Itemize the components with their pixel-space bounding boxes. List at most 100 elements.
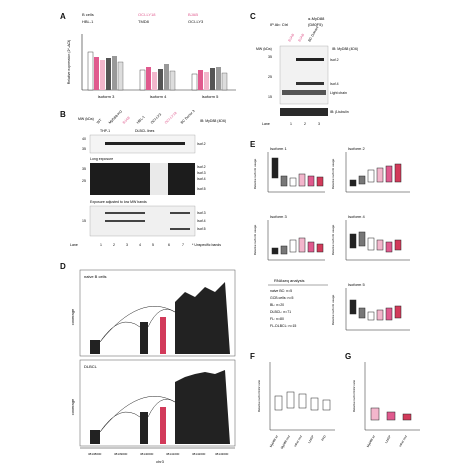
exon-coverage (175, 282, 230, 354)
y-axis-label: Relative isoform3/2 ratio (352, 380, 356, 413)
isoform-mark: Isof.3 (197, 211, 206, 215)
rnaseq-row: BL: n=20 (270, 303, 284, 307)
lane-number: 5 (152, 243, 154, 247)
group-label: Isoform 4 (150, 94, 167, 99)
panel-c-blot: α-MyD88 IP Ab: Ctrl (D80F5) BJAB BJAB BC… (256, 16, 358, 126)
bar (100, 60, 105, 90)
lane-number: 1 (290, 122, 292, 126)
group-label: Isoform 5 (202, 94, 219, 99)
ib2-label: IB: β-tubulin (330, 110, 349, 114)
lane-number: 7 (182, 243, 184, 247)
box (274, 395, 283, 411)
box (376, 309, 384, 321)
category-label: MyD88 mut (280, 434, 291, 449)
box (358, 307, 366, 319)
bar (87, 51, 94, 91)
subplot-title: Isoform 3 (270, 214, 287, 219)
box (310, 397, 319, 411)
blot (279, 45, 329, 105)
bar (112, 56, 117, 90)
band (170, 212, 190, 214)
box (367, 169, 375, 183)
legend-item: OCI-LY18 (138, 12, 156, 17)
panel-d-coverage: naive B cells coverage DLBCL coverage 38… (70, 269, 236, 464)
blot-long-exposure (90, 163, 195, 195)
rnaseq-row: naive BC: n=5 (270, 289, 292, 293)
subplot-title: Isoform 5 (348, 282, 365, 287)
exon-coverage-highlight (160, 317, 166, 354)
rnaseq-row: FL-DLBCL: n=15 (270, 324, 296, 328)
box (367, 237, 375, 251)
box (280, 245, 288, 255)
box (386, 411, 396, 421)
junction-arc (99, 411, 141, 433)
legend-item: OCI-LY3 (188, 19, 204, 24)
box (358, 231, 366, 247)
bar-group-isoform5 (191, 67, 228, 91)
mw-label: MW (kDa) (78, 117, 94, 121)
bar-group-isoform3 (87, 51, 124, 91)
box (376, 167, 384, 183)
band (105, 142, 185, 145)
junction-arc (99, 396, 176, 433)
isoform-mark: Isof.3 (197, 171, 206, 175)
track-label: naive B cells (84, 274, 106, 279)
mw-mark: 35 (82, 147, 86, 151)
subplot-title: Isoform 1 (270, 146, 287, 151)
exon-coverage (140, 322, 148, 354)
panel-f: F Relative isoform3/2 ratio MyD88 wt MyD… (250, 352, 340, 467)
mw-mark: 40 (82, 137, 86, 141)
track-frame (79, 269, 236, 357)
box (402, 413, 412, 421)
bar-group-isoform4 (139, 64, 176, 91)
band (105, 212, 145, 214)
box (298, 393, 307, 409)
box (349, 233, 357, 249)
group-label: DLBCL lines (135, 129, 155, 133)
exon-coverage-highlight (160, 407, 166, 444)
panel-g-label: G (345, 352, 352, 361)
mw-mark: 15 (268, 95, 272, 99)
bar (139, 69, 146, 91)
box (316, 243, 324, 253)
mw-mark: 25 (82, 179, 86, 183)
clone-text: (D80F5) (308, 22, 323, 27)
panel-e-boxplots: Isoform 1 Relative isoform usage Isoform… (253, 146, 410, 331)
subplot-title: Isoform 4 (348, 214, 365, 219)
box (289, 239, 297, 253)
box (385, 307, 393, 321)
band-label: Light chain (330, 91, 347, 95)
bar (146, 67, 151, 90)
box (322, 399, 331, 411)
legend-item: B cells (82, 12, 94, 17)
bar (152, 72, 157, 90)
box (307, 175, 315, 187)
lane-number: 4 (139, 243, 141, 247)
category-label: L265P (307, 435, 315, 445)
box (286, 391, 295, 409)
track-label: DLBCL (84, 364, 98, 369)
category-label: MyD88 wt (269, 434, 279, 448)
lane-header: BJAB (297, 32, 305, 42)
x-axis-label: chr3 (156, 459, 165, 464)
box (394, 239, 402, 251)
box (385, 241, 393, 253)
panel-f-boxplot: Relative isoform3/2 ratio MyD88 wt MyD88… (257, 362, 335, 450)
panel-b: B MW (kDa) WT MyD88-KO BJAB HBL-1 OCI-LY… (60, 110, 240, 260)
category-label: PAD (320, 434, 327, 442)
lane-label: Lane (262, 122, 270, 126)
box (349, 179, 357, 187)
band (296, 58, 324, 61)
bar (191, 73, 198, 91)
legend-item: HBL-1 (82, 19, 94, 24)
panel-a: A B cells OCI-LY18 BJAB HBL-1 TMD8 OCI-L… (60, 12, 240, 107)
track-frame (79, 359, 236, 447)
x-tick: 38138000 (88, 452, 102, 456)
lane-number: 3 (318, 122, 320, 126)
ip-text: IP Ab: Ctrl (270, 22, 288, 27)
box (358, 175, 366, 185)
ib-label: IB: MyD88 (4D6) (332, 47, 358, 51)
band (170, 228, 190, 230)
isoform-mark: Isof.2 (197, 142, 206, 146)
box (394, 163, 402, 183)
